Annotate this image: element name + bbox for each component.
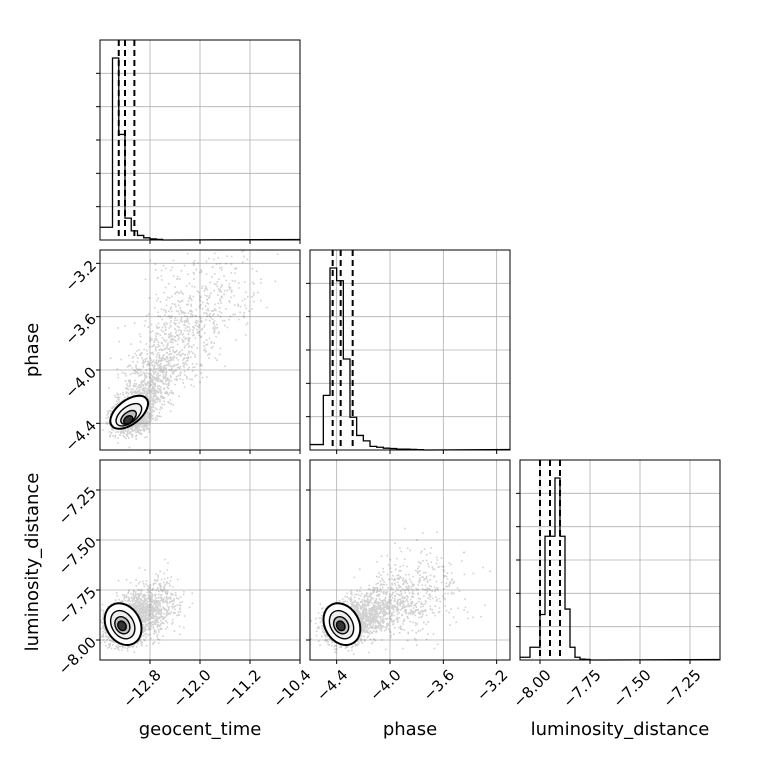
sample-points xyxy=(102,250,279,449)
y-tick-label-luminosity_distance: −7.25 xyxy=(55,483,100,528)
x-axis-label-luminosity_distance: luminosity_distance xyxy=(531,719,710,740)
x-tick-label-phase: −4.0 xyxy=(366,666,404,704)
x-tick-label-luminosity_distance: −7.25 xyxy=(660,666,705,711)
scatter-phase-vs-luminosity_distance xyxy=(306,459,511,664)
histogram-geocent_time xyxy=(96,39,301,244)
x-tick-label-geocent_time: −12.8 xyxy=(120,666,165,711)
x-tick-label-luminosity_distance: −7.75 xyxy=(560,666,605,711)
x-tick-label-luminosity_distance: −7.50 xyxy=(610,666,655,711)
panel-frame xyxy=(309,249,511,451)
panel-frame xyxy=(519,459,721,661)
y-tick-label-luminosity_distance: −7.75 xyxy=(55,583,100,628)
histogram-luminosity_distance xyxy=(516,459,721,664)
panel-frame xyxy=(99,459,301,661)
x-tick-label-phase: −4.4 xyxy=(313,666,351,704)
scatter-geocent_time-vs-luminosity_distance xyxy=(96,459,301,664)
y-tick-label-phase: −3.6 xyxy=(62,310,100,348)
y-tick-label-phase: −3.2 xyxy=(62,257,100,295)
x-tick-label-phase: −3.6 xyxy=(420,666,458,704)
y-tick-label-phase: −4.0 xyxy=(62,363,100,401)
x-tick-label-phase: −3.2 xyxy=(473,666,511,704)
histogram-phase xyxy=(306,249,511,454)
x-tick-label-geocent_time: −10.4 xyxy=(270,666,315,711)
x-axis-label-phase: phase xyxy=(383,719,437,740)
density-contour xyxy=(335,620,346,632)
histogram-step xyxy=(310,267,511,451)
y-axis-label-luminosity_distance: luminosity_distance xyxy=(22,473,43,652)
density-contour xyxy=(117,620,127,632)
panel-frame xyxy=(99,249,301,451)
sample-points xyxy=(100,558,194,653)
scatter-geocent_time-vs-phase xyxy=(96,249,301,454)
density-contour xyxy=(123,414,134,425)
panel-frame xyxy=(309,459,511,661)
y-axis-label-phase: phase xyxy=(22,323,43,377)
x-tick-label-geocent_time: −12.0 xyxy=(170,666,215,711)
y-tick-label-luminosity_distance: −7.50 xyxy=(55,533,100,578)
x-tick-label-luminosity_distance: −8.00 xyxy=(510,666,555,711)
x-tick-label-geocent_time: −11.2 xyxy=(220,666,265,711)
y-tick-label-luminosity_distance: −8.00 xyxy=(55,633,100,678)
x-axis-label-geocent_time: geocent_time xyxy=(139,719,262,740)
y-tick-label-phase: −4.4 xyxy=(62,417,100,455)
sample-points xyxy=(310,527,491,655)
